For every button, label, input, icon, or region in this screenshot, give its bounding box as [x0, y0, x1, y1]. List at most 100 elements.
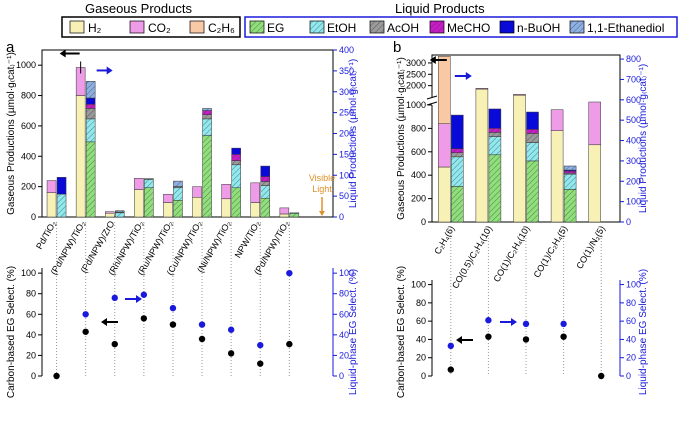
b-top-ytick-right-label: 100 [626, 197, 641, 207]
b-bar-liq-1-eg-hatch [488, 154, 501, 222]
a-bottom-ytick-right-label: 60 [339, 309, 349, 319]
a-bar-liq-0-buoh [56, 177, 67, 195]
b-top-ytick-right-label: 600 [626, 95, 641, 105]
a-top-ylabel-left: Gaseous Productions (µmol·g₍cat₎⁻¹) [6, 52, 17, 215]
a-bar-gas-8-h2 [279, 213, 290, 218]
b-bottom-ytick-right-label: 20 [626, 353, 636, 363]
a-top-ytick-left-label: 200 [21, 182, 36, 192]
b-arrow-right-head [465, 72, 472, 80]
a-bar-liq-7-acoh-hatch [260, 181, 270, 186]
b-top-ytick-right-label: 300 [626, 156, 641, 166]
b-bottom-ytick-left-label: 40 [416, 334, 426, 344]
a-top-axes-frame [41, 49, 334, 218]
legend-liquid-box [244, 16, 678, 38]
a-visible-light-note: Light [312, 184, 332, 194]
b-bar-gas-0-h2 [438, 166, 451, 223]
b-top-ytick-left-label: 3000 [406, 58, 426, 68]
legend-label-h2: H₂ [88, 21, 102, 35]
legend-swatch-h2 [69, 20, 85, 34]
a-bar-liq-5-ethanediol-hatch [202, 108, 212, 111]
b-top-ytick-left-label: 1000 [406, 100, 426, 110]
a-bar-liq-6-mecho-hatch [231, 154, 241, 161]
a-bottom-ytick-right-label: 100 [339, 268, 354, 278]
a-bar-liq-4-etoh-hatch [173, 187, 183, 201]
legend-label-c2h6: C₂H₆ [208, 21, 235, 35]
b-bar-liq-0-buoh [451, 114, 464, 149]
a-bar-liq-6-acoh-hatch [231, 160, 241, 165]
a-bar-gas-7-h2 [250, 202, 260, 218]
legend-swatch-co2 [129, 20, 145, 34]
b-bar-gas-2-h2 [513, 94, 526, 223]
legend-liquid-title: Liquid Products [395, 1, 485, 16]
b-bar-liq-3-mecho-hatch [564, 171, 577, 174]
b-bottom-ytick-right-label: 40 [626, 334, 636, 344]
b-bar-gas-4-co2 [588, 101, 601, 146]
b-top-ytick-left-label: 600 [411, 147, 426, 157]
a-top-ytick-left-label: 0 [31, 212, 36, 222]
a-bar-liq-7-buoh [260, 165, 270, 177]
a-liquid-point [227, 326, 235, 333]
legend-label-mecho: MeCHO [447, 21, 490, 35]
b-bar-gas-3-co2 [550, 109, 564, 131]
a-bar-liq-3-acoh-hatch [144, 178, 154, 180]
a-top-ytick-right-label: 200 [339, 129, 354, 139]
a-bottom-ytick-left-label: 40 [26, 330, 36, 340]
b-bar-liq-2-mecho-hatch [526, 129, 539, 134]
b-bar-liq-2-buoh [526, 111, 539, 130]
b-bar-gas-2-co2 [513, 94, 526, 96]
a-bottom-ytick-right-label: 40 [339, 330, 349, 340]
a-bar-gas-5-co2 [192, 186, 202, 198]
legend-swatch-c2h6 [189, 20, 205, 34]
b-top-ytick-left-label: 200 [411, 194, 426, 204]
a-top-ytick-left-label: 800 [21, 91, 36, 101]
legend-label-ethanediol: 1,1-Ethanediol [587, 21, 664, 35]
b-top-ytick-left-label: 400 [411, 170, 426, 180]
b-top-axes-frame [431, 54, 621, 223]
a-category-label: Pd/TiO₂ [34, 219, 58, 251]
a-bar-liq-0-etoh-hatch [57, 194, 67, 217]
b-top-ytick-left-label: 2500 [406, 69, 426, 79]
legend-swatch-buoh [499, 20, 515, 34]
a-top-ytick-right-label: 50 [339, 191, 349, 201]
a-bar-liq-5-mecho-hatch [202, 110, 212, 115]
b-bottom-ytick-right-label: 60 [626, 316, 636, 326]
a-bar-gas-0-h2 [46, 192, 57, 218]
a-category-label: NPW/TiO₂ [233, 219, 262, 260]
b-bottom-arrow-right-head [511, 318, 517, 326]
a-bar-liq-5-acoh-hatch [202, 114, 212, 119]
legend-gaseous-title: Gaseous Products [85, 1, 192, 16]
a-top-ytick-left-label: 400 [21, 151, 36, 161]
a-liquid-point [169, 304, 177, 312]
legend-hatch-eg [250, 21, 264, 33]
b-bar-liq-3-eg-hatch [564, 189, 577, 222]
b-top-ytick-right-label: 0 [626, 217, 631, 227]
a-visible-light-note: Visible [309, 173, 335, 183]
b-category-label: CO(0.5)/C₂H₄(10) [450, 224, 494, 290]
a-bar-gas-6-h2 [221, 198, 231, 218]
b-bar-liq-2-eg-hatch [526, 160, 539, 222]
a-bar-liq-8-etoh-hatch [289, 212, 299, 214]
b-top-ytick-left-label: 0 [421, 217, 426, 227]
a-bar-gas-1-h2 [75, 95, 86, 218]
a-top-ytick-right-label: 0 [339, 212, 344, 222]
a-liquid-point [257, 341, 264, 349]
b-carbon-point [522, 336, 530, 343]
a-bar-liq-2-ethanediol-hatch [115, 210, 125, 212]
a-bottom-ylabel-right: Liquid-phase EG Select. (%) [348, 269, 359, 395]
b-bar-liq-0-etoh-hatch [451, 156, 464, 187]
b-bottom-ytick-left-label: 20 [416, 353, 426, 363]
b-liquid-point [447, 342, 454, 350]
a-bar-liq-8-eg-hatch [289, 213, 299, 217]
b-top-ytick-left-label: 2000 [406, 81, 426, 91]
b-bar-liq-0-mecho-hatch [451, 148, 464, 153]
a-bar-gas-2-h2 [105, 212, 115, 218]
a-bottom-ytick-left-label: 0 [31, 371, 36, 381]
b-liquid-point [485, 317, 492, 324]
b-bar-gas-1-h2 [475, 88, 489, 223]
a-bar-gas-3-h2 [134, 189, 144, 218]
b-bar-liq-1-etoh-hatch [488, 136, 501, 155]
b-bottom-ytick-left-label: 80 [416, 298, 426, 308]
b-carbon-point [598, 372, 605, 380]
b-category-label: CO(1)/N₂(5) [574, 224, 607, 271]
b-axis-break-gap [428, 98, 438, 105]
